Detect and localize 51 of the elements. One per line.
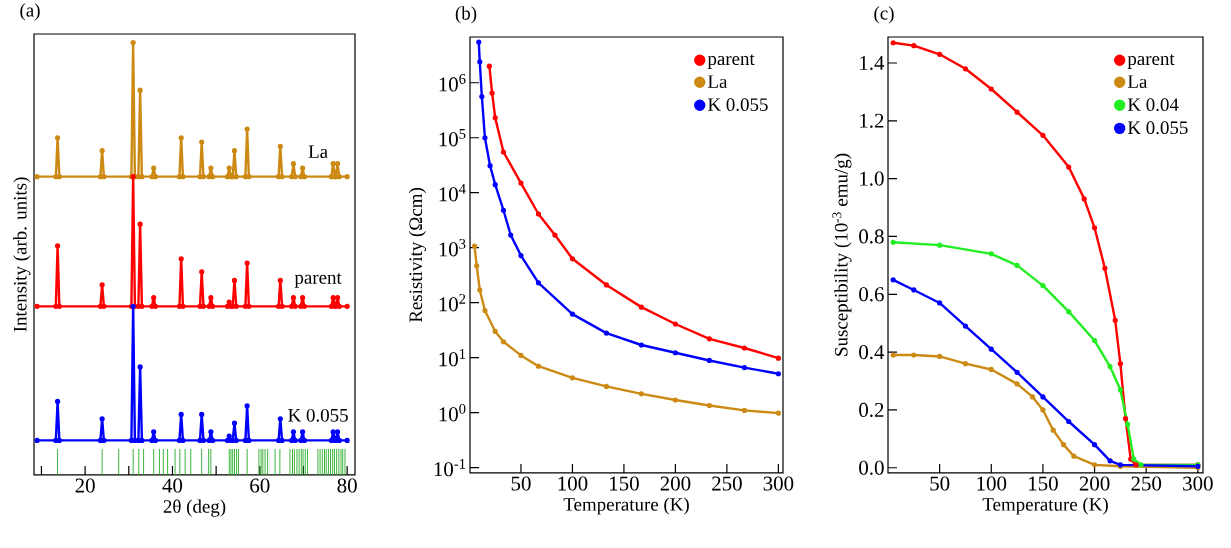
x-tick-label: 50	[930, 476, 950, 491]
y-tick-label: 10$^{4}$	[439, 184, 466, 202]
legend-label: parent	[707, 54, 755, 69]
y-tick-label: 10$^{-1}$	[434, 458, 466, 477]
y-tick-label: 0.6	[859, 287, 884, 302]
x-tick-label: 80	[337, 478, 357, 493]
x-tick-label: 100	[977, 476, 1007, 491]
y-tick-label: 10$^{2}$	[439, 294, 466, 312]
y-tick-label: 1.4	[860, 55, 885, 71]
legend-label: La	[1127, 75, 1148, 88]
x-tick-label: 300	[1183, 476, 1213, 491]
chart-title: (a)	[20, 3, 40, 21]
x-tick-label: 250	[1131, 476, 1162, 491]
chart-title: (b)	[455, 6, 477, 24]
x-tick-label: 200	[660, 476, 691, 491]
x-tick-label: 100	[558, 476, 588, 491]
x-tick-label: 300	[763, 476, 794, 491]
y-axis-title: Intensity (arb. units)	[13, 177, 31, 332]
chart-title: (c)	[874, 6, 894, 24]
series-label: parent	[294, 273, 342, 288]
y-tick-label: 10$^{0}$	[439, 403, 466, 422]
legend-label: parent	[1127, 54, 1175, 69]
y-axis-title: Resistivity (Ωcm)	[408, 188, 427, 323]
x-tick-label: 150	[1029, 476, 1058, 491]
x-axis-title: Temperature (K)	[982, 497, 1108, 515]
x-tick-label: 50	[511, 476, 531, 491]
y-tick-label: 1.0	[860, 171, 884, 186]
legend-label: K 0.055	[1127, 121, 1188, 135]
y-tick-label: 10$^{1}$	[439, 349, 466, 367]
y-tick-label: 0.4	[859, 345, 885, 360]
legend-label: K 0.055	[707, 98, 768, 112]
y-tick-label: 0.0	[859, 460, 884, 475]
y-tick-label: 1.2	[860, 113, 884, 128]
x-tick-label: 250	[712, 476, 742, 491]
series-label: La	[308, 145, 328, 159]
y-tick-label: 0.8	[859, 229, 884, 244]
legend-label: La	[707, 75, 728, 88]
y-tick-label: 0.2	[859, 402, 884, 418]
x-axis-title: Temperature (K)	[563, 497, 689, 515]
y-tick-label: 10$^{5}$	[439, 129, 466, 147]
x-tick-label: 40	[162, 478, 183, 493]
x-axis-title: 2θ (deg)	[163, 499, 226, 517]
x-tick-label: 200	[1079, 476, 1110, 491]
y-axis-title: Susceptibility (10$^{-3}$ emu/g)	[832, 153, 852, 356]
x-tick-label: 60	[250, 478, 270, 493]
x-tick-label: 150	[610, 476, 639, 491]
y-tick-label: 10$^{6}$	[439, 74, 466, 92]
x-tick-label: 20	[75, 478, 95, 493]
series-label: K 0.055	[288, 408, 348, 422]
legend-label: K 0.04	[1127, 98, 1179, 112]
y-tick-label: 10$^{3}$	[439, 239, 466, 257]
